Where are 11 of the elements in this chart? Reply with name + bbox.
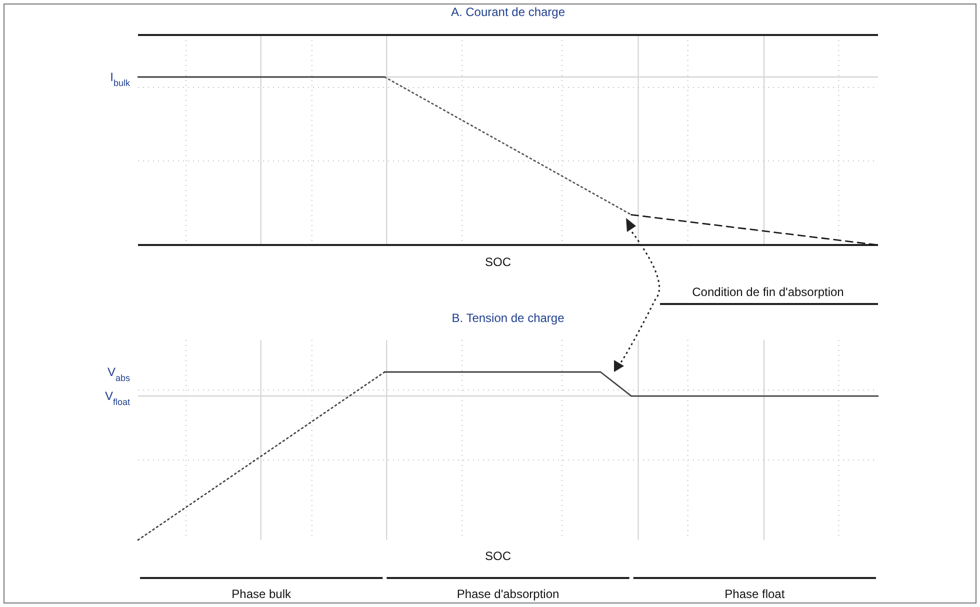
text: Phase float [724, 587, 786, 601]
text: Phase bulk [232, 587, 292, 601]
ref-line-label: V$_{float}$ [104, 389, 130, 408]
text: Phase d'absorption [456, 587, 560, 601]
ref-line-label: I$_{bulk}$ [110, 70, 130, 88]
x-axis-title: SOC [484, 255, 512, 269]
text: V$_{abs}$ [107, 365, 130, 383]
chart-title: A. Courant de charge [450, 5, 566, 19]
chart-title: B. Tension de charge [452, 311, 565, 325]
text: Condition de fin d'absorption [692, 285, 844, 299]
x-axis-title: SOC [484, 549, 512, 563]
